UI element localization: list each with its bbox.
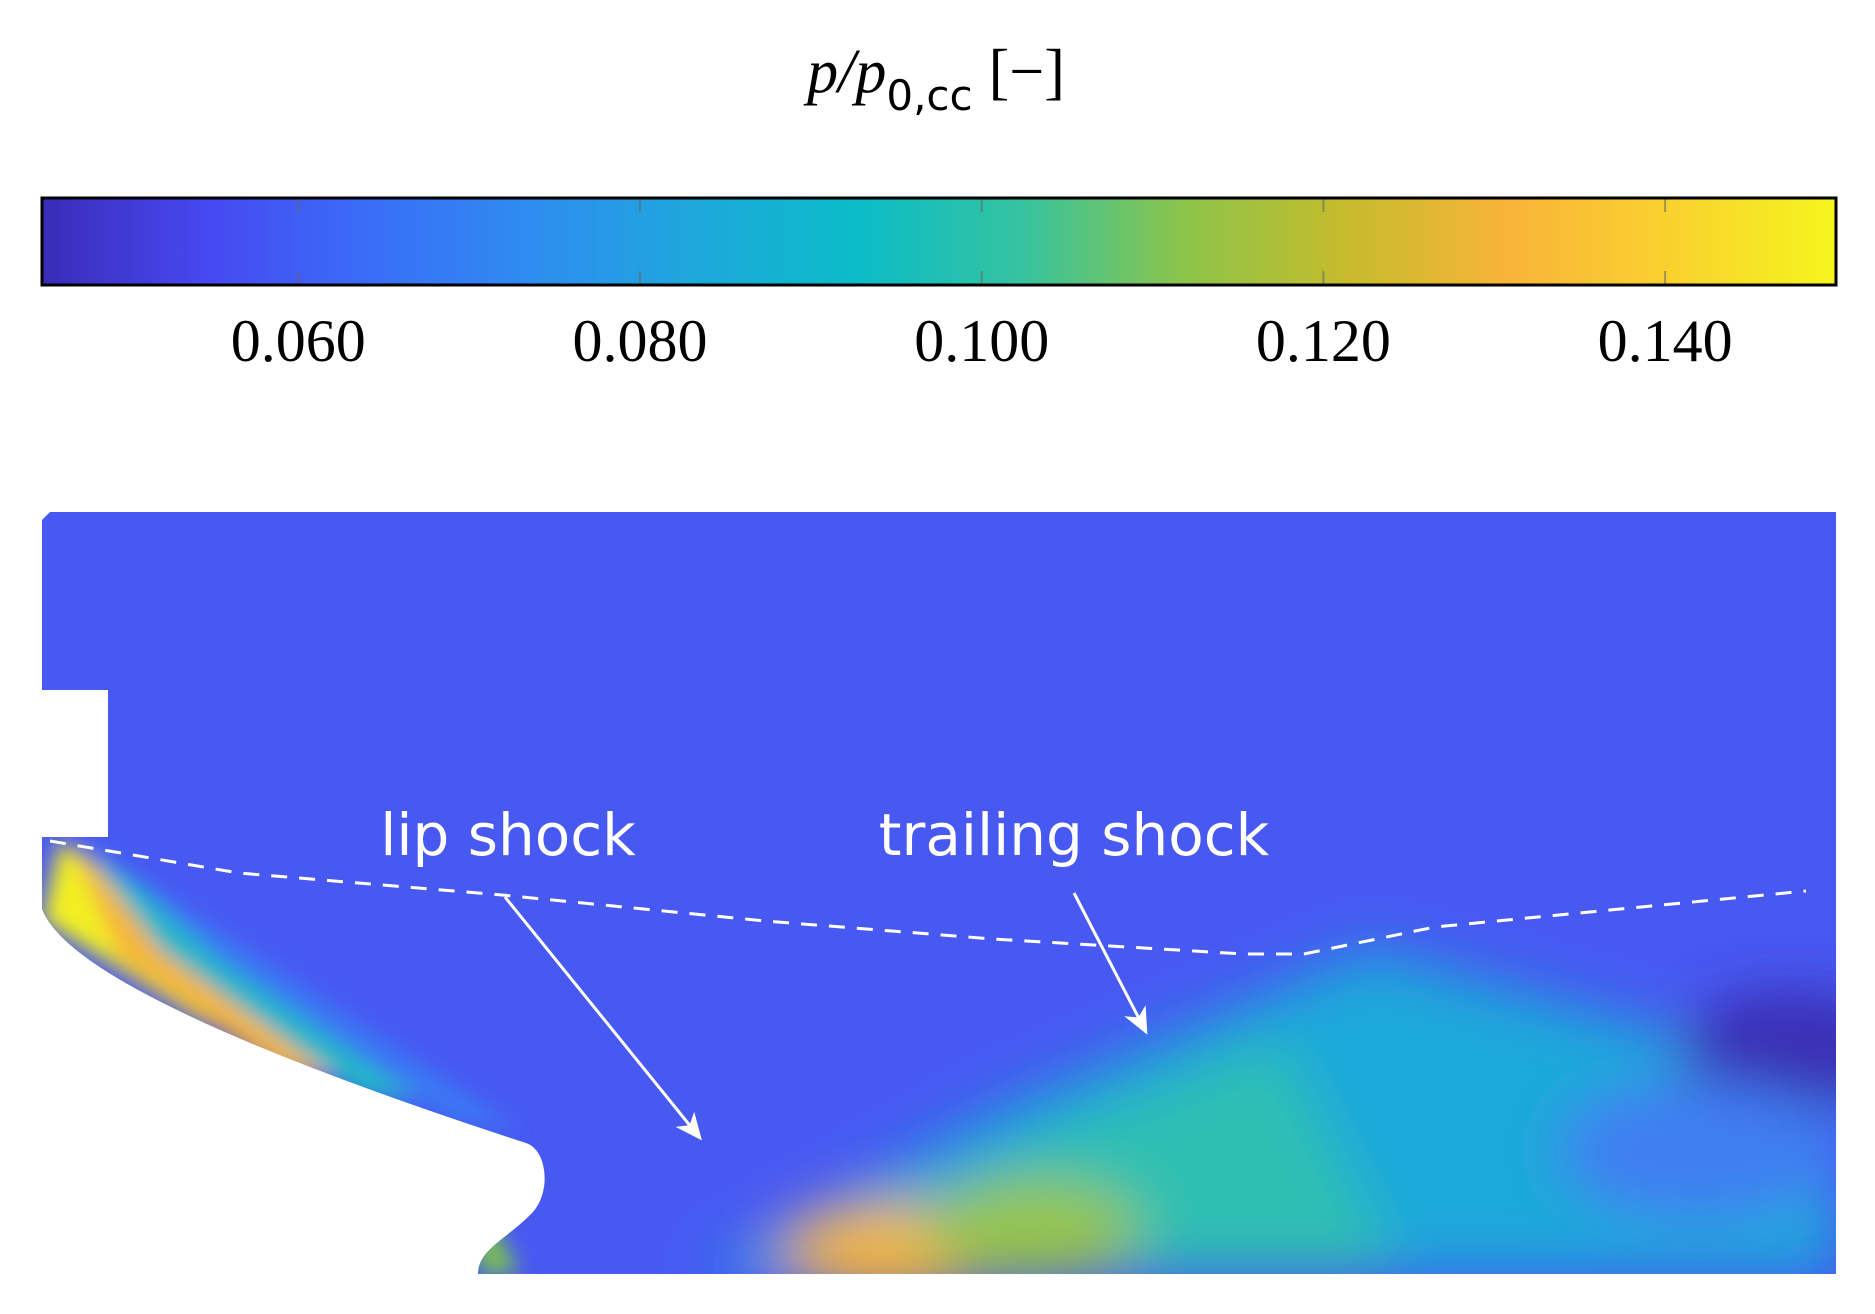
- annotation: trailing shock: [879, 801, 1270, 869]
- tick-label: 0.100: [914, 308, 1049, 374]
- colorbar-frame: [40, 196, 1838, 287]
- arrow: [503, 896, 702, 1141]
- shock-boundary: [49, 839, 1807, 956]
- colorbar: [42, 198, 1836, 285]
- tick-label: 0.060: [231, 308, 366, 374]
- pressure-field: [42, 512, 1836, 1274]
- label-unit: [−]: [989, 38, 1065, 106]
- tick-label: 0.080: [573, 308, 708, 374]
- label-main: p/p: [803, 38, 886, 106]
- tick-label: 0.140: [1598, 308, 1733, 374]
- colorbar-label: p/p0,cc [−]: [803, 38, 1065, 120]
- tick-label: 0.120: [1256, 308, 1391, 374]
- annotation: lip shock: [380, 801, 636, 869]
- label-sub: 0,cc: [886, 71, 972, 120]
- annotations: lip shock trailing shock: [49, 801, 1807, 1141]
- arrow: [1072, 892, 1148, 1035]
